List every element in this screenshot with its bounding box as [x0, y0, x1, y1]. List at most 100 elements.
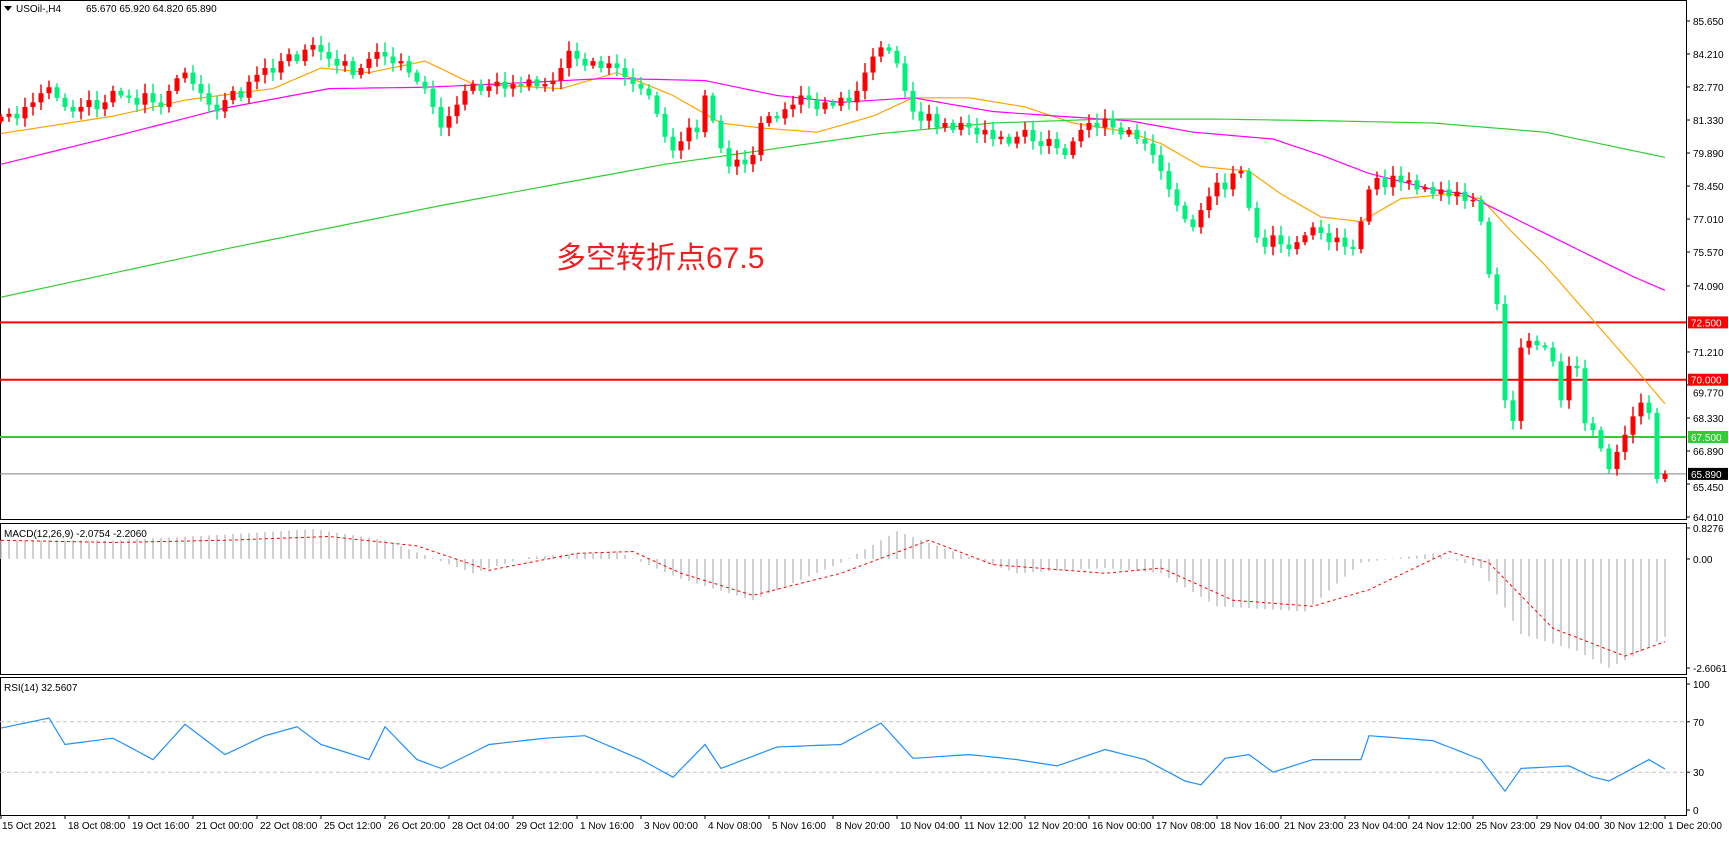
time-label: 4 Nov 08:00 — [708, 821, 762, 832]
candle-bullish — [494, 81, 500, 87]
rsi-pane-border — [0, 677, 1687, 816]
candle-bullish — [798, 95, 804, 105]
candle-bearish — [614, 63, 620, 68]
ma-fast-line — [0, 60, 1666, 405]
price-tick-label: 71.210 — [1693, 348, 1724, 359]
macd-axis-label: 0.8276 — [1693, 524, 1724, 535]
candle-bearish — [1062, 148, 1068, 156]
candle-bullish — [1214, 182, 1220, 197]
time-label: 16 Nov 00:00 — [1092, 821, 1152, 832]
candle-bullish — [1206, 196, 1212, 211]
time-label: 25 Oct 12:00 — [324, 821, 382, 832]
time-label: 19 Oct 16:00 — [132, 821, 190, 832]
candle-bullish — [302, 49, 308, 62]
level-label: 67.500 — [1691, 433, 1722, 444]
candle-bearish — [1262, 237, 1268, 247]
rsi-title: RSI(14) 32.5607 — [4, 683, 78, 694]
macd-pane-border — [0, 523, 1687, 675]
candle-bullish — [470, 84, 476, 91]
candle-bullish — [566, 50, 572, 68]
candle-bearish — [742, 159, 748, 165]
price-tick-label: 79.890 — [1693, 149, 1724, 160]
candle-bearish — [422, 81, 428, 89]
candle-bearish — [1006, 136, 1012, 144]
candle-bullish — [1310, 227, 1316, 236]
time-label: 12 Nov 20:00 — [1028, 821, 1088, 832]
candle-bullish — [870, 56, 876, 73]
candle-bullish — [142, 93, 148, 105]
candle-bearish — [1158, 155, 1164, 172]
time-label: 30 Nov 12:00 — [1604, 821, 1664, 832]
candle-bullish — [1622, 434, 1628, 452]
candle-bullish — [222, 100, 228, 112]
price-tick-label: 65.450 — [1693, 483, 1724, 494]
time-label: 18 Oct 08:00 — [68, 821, 126, 832]
candle-bearish — [1254, 207, 1260, 238]
chart-header-ohlc: 65.670 65.920 64.820 65.890 — [86, 4, 217, 15]
rsi-axis-label: 30 — [1693, 768, 1705, 779]
candle-bullish — [558, 67, 564, 81]
candle-bearish — [1502, 304, 1508, 401]
candle-bullish — [462, 90, 468, 105]
candle-bearish — [806, 95, 812, 101]
candle-bearish — [1414, 180, 1420, 190]
candle-bullish — [1270, 235, 1276, 247]
candle-bearish — [774, 116, 780, 119]
candle-bearish — [630, 77, 636, 85]
candle-bearish — [1646, 402, 1652, 413]
candle-bearish — [334, 58, 340, 66]
candle-bullish — [1046, 139, 1052, 146]
price-tick-label: 85.650 — [1693, 17, 1724, 28]
candle-bullish — [878, 47, 884, 57]
candle-bearish — [1342, 237, 1348, 247]
price-tick-label: 78.450 — [1693, 182, 1724, 193]
time-label: 11 Nov 12:00 — [964, 821, 1023, 832]
candle-bearish — [910, 90, 916, 112]
level-label-box — [1688, 430, 1728, 443]
candle-bearish — [238, 90, 244, 98]
candle-bullish — [78, 106, 84, 112]
candle-bearish — [414, 72, 420, 82]
candle-bullish — [734, 159, 740, 167]
candle-bullish — [998, 136, 1004, 140]
candle-bullish — [366, 58, 372, 68]
candle-bearish — [518, 84, 524, 87]
price-tick-label: 82.770 — [1693, 83, 1724, 94]
time-label: 1 Dec 20:00 — [1668, 821, 1722, 832]
candle-bearish — [1182, 205, 1188, 220]
candle-bullish — [1334, 237, 1340, 243]
candle-bullish — [486, 86, 492, 91]
candle-bearish — [118, 90, 124, 96]
candle-bullish — [278, 61, 284, 73]
candle-bullish — [862, 72, 868, 91]
candle-bullish — [110, 90, 116, 103]
candle-bearish — [646, 88, 652, 96]
time-label: 1 Nov 16:00 — [580, 821, 634, 832]
price-tick-label: 84.210 — [1693, 50, 1724, 61]
candle-bullish — [22, 106, 28, 119]
main-pane[interactable] — [0, 0, 1687, 520]
candle-bearish — [1174, 189, 1180, 206]
candle-bearish — [158, 102, 164, 107]
candle-bullish — [1470, 199, 1476, 202]
dropdown-triangle-icon[interactable] — [4, 6, 12, 11]
macd-indicator — [0, 529, 1666, 668]
time-label: 26 Oct 20:00 — [388, 821, 446, 832]
candle-bearish — [478, 84, 484, 91]
candle-bullish — [230, 90, 236, 101]
candle-bearish — [206, 93, 212, 105]
candle-bearish — [62, 97, 68, 107]
candle-bearish — [1350, 246, 1356, 250]
candle-bearish — [1318, 227, 1324, 234]
candle-bearish — [1110, 118, 1116, 128]
candle-bearish — [318, 45, 324, 52]
candle-bullish — [0, 116, 4, 122]
price-tick-label: 74.090 — [1693, 282, 1724, 293]
candle-bullish — [526, 79, 532, 87]
candle-bullish — [1406, 180, 1412, 183]
candle-bearish — [214, 104, 220, 112]
candle-bullish — [246, 81, 252, 98]
candle-bullish — [1102, 118, 1108, 128]
candle-bearish — [502, 81, 508, 89]
